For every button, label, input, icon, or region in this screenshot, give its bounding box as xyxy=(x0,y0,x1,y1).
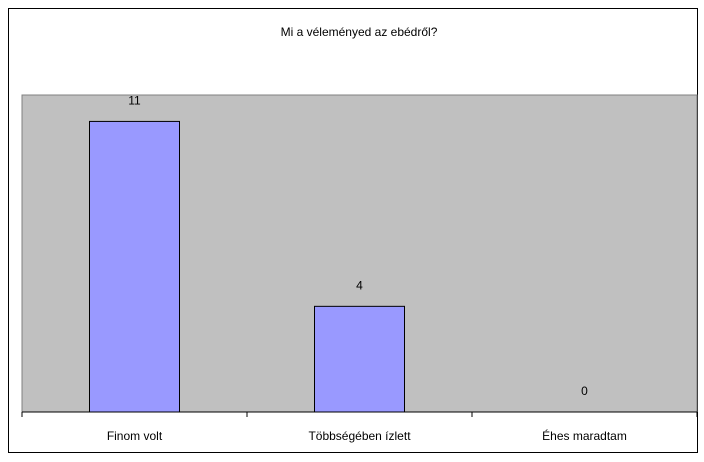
data-label: 0 xyxy=(581,384,588,398)
bar xyxy=(89,120,180,413)
data-label: 4 xyxy=(356,279,363,293)
x-tick-label: Finom volt xyxy=(107,429,163,443)
data-label: 11 xyxy=(128,94,141,108)
x-tick-label: Éhes maradtam xyxy=(542,428,627,443)
bar xyxy=(314,305,405,413)
chart-title: Mi a véleményed az ebédről? xyxy=(281,25,438,39)
x-tick-label: Többségében ízlett xyxy=(308,429,411,443)
